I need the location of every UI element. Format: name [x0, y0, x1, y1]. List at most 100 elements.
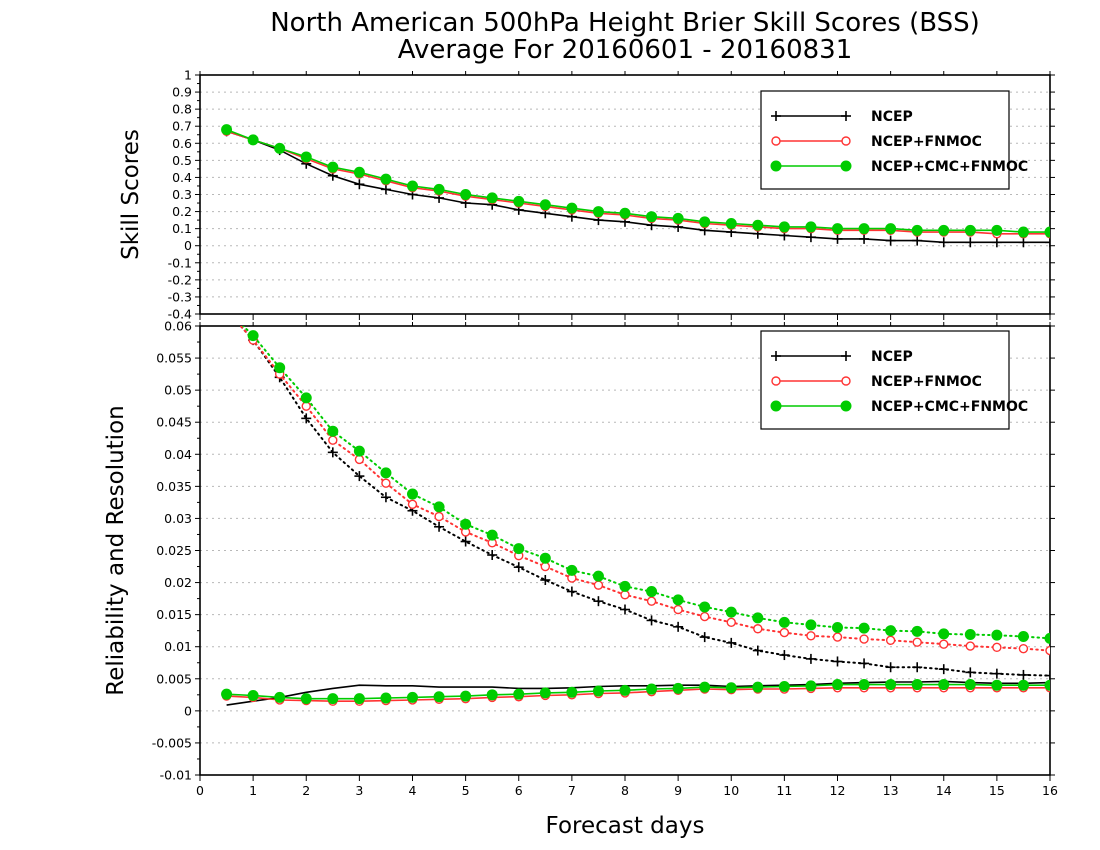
y-tick-label: 0.04 [164, 447, 192, 462]
y-axis-label: Skill Scores [118, 129, 144, 260]
data-point-resolution-ncep-cmc-fnmoc [566, 564, 578, 576]
x-tick-label: 1 [249, 783, 257, 798]
y-tick-label: 0.7 [172, 119, 192, 134]
data-point-resolution-ncep-fnmoc [620, 590, 630, 600]
data-point-reliability-ncep-cmc-fnmoc [221, 688, 233, 700]
data-point-resolution-ncep [593, 596, 604, 607]
data-point-ncep [380, 184, 391, 195]
data-point-ncep-cmc-fnmoc [327, 161, 339, 173]
data-point-reliability-ncep-cmc-fnmoc [938, 679, 950, 691]
y-tick-label: 0.1 [172, 221, 192, 236]
chart-subtitle: Average For 20160601 - 20160831 [398, 35, 853, 65]
x-tick-label: 4 [409, 783, 417, 798]
legend-marker [770, 160, 782, 172]
data-point-resolution-ncep-fnmoc [434, 511, 444, 522]
data-point-reliability-ncep-cmc-fnmoc [752, 681, 764, 693]
data-point-ncep-cmc-fnmoc [433, 183, 445, 195]
data-point-resolution-ncep-cmc-fnmoc [1044, 632, 1050, 644]
data-point-resolution-ncep-fnmoc [699, 611, 710, 622]
data-point-resolution-ncep-cmc-fnmoc [858, 622, 870, 634]
y-tick-label: -0.2 [168, 272, 192, 287]
data-point-resolution-ncep-cmc-fnmoc [911, 625, 923, 637]
data-point-reliability-ncep-cmc-fnmoc [805, 680, 817, 692]
data-point-resolution-ncep-fnmoc [1018, 643, 1029, 654]
data-point-ncep-cmc-fnmoc [911, 224, 923, 236]
y-tick-label: 1 [184, 68, 192, 83]
data-point-resolution-ncep [699, 632, 710, 643]
data-point-reliability-ncep-cmc-fnmoc [991, 679, 1003, 691]
data-point-ncep-cmc-fnmoc [247, 134, 259, 146]
data-point-ncep-cmc-fnmoc [300, 151, 312, 163]
data-point-resolution-ncep [327, 447, 338, 458]
x-tick-label: 3 [355, 783, 363, 798]
legend-label: NCEP+FNMOC [871, 134, 982, 150]
data-point-ncep-cmc-fnmoc [486, 192, 498, 204]
data-point-ncep-cmc-fnmoc [805, 221, 817, 233]
data-point-resolution-ncep-fnmoc [328, 435, 338, 445]
data-point-resolution-ncep [460, 536, 471, 547]
legend-label: NCEP [871, 349, 913, 365]
data-point-resolution-ncep-fnmoc [885, 635, 896, 645]
data-point-reliability-ncep-cmc-fnmoc [672, 682, 684, 694]
data-point-resolution-ncep-cmc-fnmoc [433, 501, 445, 513]
y-tick-label: 0.6 [172, 136, 192, 151]
data-point-ncep-cmc-fnmoc [407, 180, 418, 192]
y-tick-label: 0.01 [164, 639, 192, 654]
data-point-ncep-cmc-fnmoc [672, 212, 684, 224]
y-tick-label: -0.4 [168, 307, 192, 322]
x-tick-label: 0 [196, 783, 204, 798]
data-point-reliability-ncep-cmc-fnmoc [460, 690, 472, 702]
data-point-ncep-cmc-fnmoc [460, 189, 472, 200]
data-point-resolution-ncep-cmc-fnmoc [752, 612, 764, 624]
data-point-reliability-ncep-cmc-fnmoc [433, 691, 445, 703]
data-point-resolution-ncep-fnmoc [223, 306, 231, 314]
data-point-resolution-ncep [566, 586, 577, 597]
y-tick-label: -0.01 [160, 768, 192, 783]
legend-box [760, 90, 1010, 190]
x-tick-label: 10 [723, 783, 739, 798]
data-point-resolution-ncep-cmc-fnmoc [592, 570, 604, 582]
data-point-reliability-ncep-cmc-fnmoc [513, 688, 525, 700]
legend-marker [771, 111, 781, 121]
legend: NCEP NCEP+FNMOC NCEP+CMC+FNMOC [760, 90, 1028, 190]
legend-label: NCEP [871, 109, 913, 125]
data-point-ncep [965, 237, 976, 248]
data-point-resolution-ncep-cmc-fnmoc [274, 362, 286, 374]
legend-entry: NCEP+CMC+FNMOC [770, 399, 1028, 415]
y-tick-label: 0 [184, 238, 192, 253]
data-point-reliability-ncep-cmc-fnmoc [353, 693, 365, 705]
data-point-resolution-ncep [726, 637, 737, 648]
y-tick-label: 0.9 [172, 85, 192, 100]
legend-marker [771, 136, 781, 146]
data-point-ncep [1018, 237, 1029, 248]
y-tick-label: 0.8 [172, 102, 192, 117]
y-tick-label: 0.3 [172, 187, 192, 202]
data-point-resolution-ncep-fnmoc [407, 499, 418, 510]
data-point-ncep-cmc-fnmoc [566, 202, 578, 214]
data-point-resolution-ncep-fnmoc [540, 561, 551, 572]
x-tick-label: 6 [515, 783, 523, 798]
data-point-resolution-ncep-cmc-fnmoc [247, 330, 259, 342]
y-axis-label: Reliability and Resolution [103, 405, 129, 695]
data-point-ncep-cmc-fnmoc [699, 216, 711, 228]
legend-entry: NCEP+CMC+FNMOC [770, 159, 1028, 175]
data-point-ncep-cmc-fnmoc [221, 124, 233, 136]
data-point-reliability-ncep-cmc-fnmoc [1017, 679, 1029, 691]
data-point-resolution-ncep [991, 668, 1002, 679]
data-point-ncep [991, 237, 1002, 248]
data-point-resolution-ncep-fnmoc [912, 637, 922, 647]
data-point-resolution-ncep [779, 650, 790, 661]
data-point-reliability-ncep-cmc-fnmoc [592, 685, 604, 697]
data-point-resolution-ncep-cmc-fnmoc [991, 629, 1003, 641]
data-point-resolution-ncep-fnmoc [381, 478, 391, 488]
data-point-resolution-ncep [805, 653, 816, 664]
data-point-resolution-ncep-fnmoc [301, 401, 311, 411]
x-tick-label: 2 [302, 783, 310, 798]
legend-label: NCEP+CMC+FNMOC [871, 159, 1028, 175]
data-point-resolution-ncep-fnmoc [753, 624, 763, 634]
data-point-resolution-ncep-fnmoc [726, 617, 736, 628]
data-point-resolution-ncep-cmc-fnmoc [646, 586, 658, 598]
x-tick-label: 8 [621, 783, 629, 798]
plot-frame [199, 74, 1051, 315]
data-point-resolution-ncep-cmc-fnmoc [353, 445, 365, 457]
